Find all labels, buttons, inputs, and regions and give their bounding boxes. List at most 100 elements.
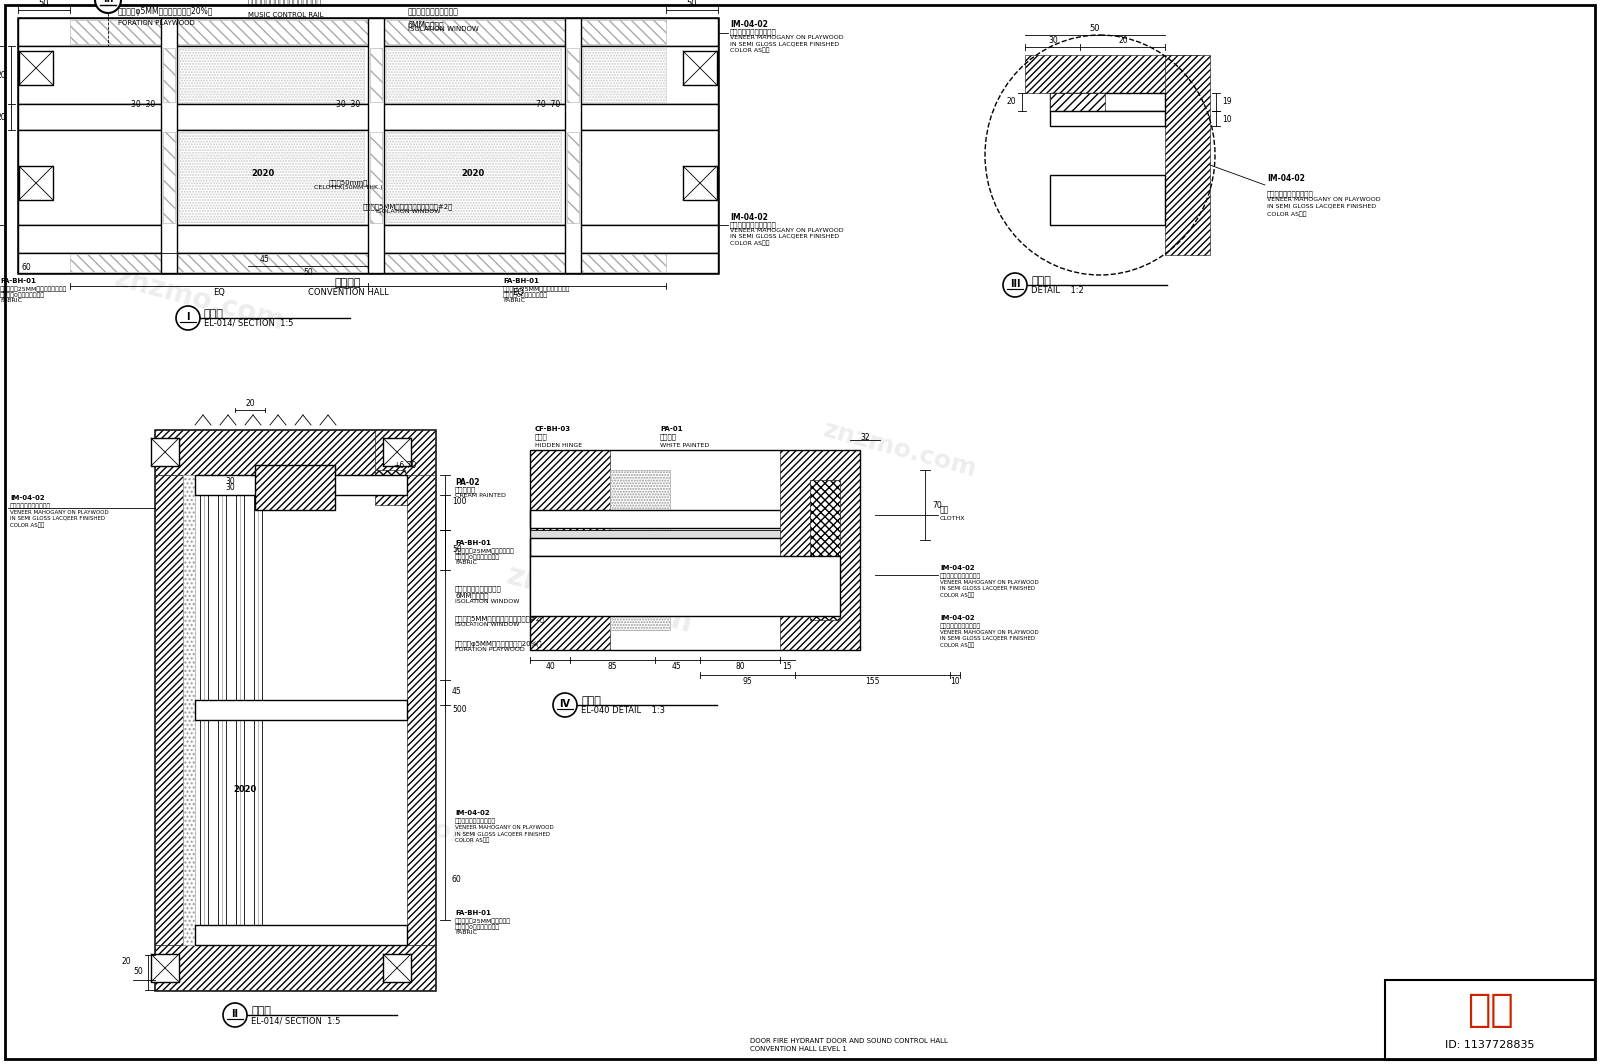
Text: IN SEMI GLOSS LACQEER FINISHED: IN SEMI GLOSS LACQEER FINISHED (10, 516, 106, 521)
Text: 房间极木制个品（图标）: 房间极木制个品（图标） (730, 221, 776, 228)
Bar (155, 430, 435, 475)
Bar (182, 475, 195, 945)
Text: VENEER MAHOGANY ON PLAYWOOD: VENEER MAHOGANY ON PLAYWOOD (1267, 197, 1381, 202)
Bar (530, 450, 861, 650)
Text: 布料（平均25MM层楼穿音，: 布料（平均25MM层楼穿音， (454, 918, 510, 924)
Bar (582, 48, 666, 102)
Bar (565, 18, 581, 273)
Text: CELOTEX(50MM THK.): CELOTEX(50MM THK.) (314, 185, 382, 190)
Text: COLOR AS图示: COLOR AS图示 (941, 592, 974, 598)
Text: HIDDEN HINGE: HIDDEN HINGE (534, 443, 582, 448)
Text: 剖面图: 剖面图 (251, 1005, 270, 1016)
Text: 6MM单重玻璃: 6MM单重玻璃 (454, 592, 488, 599)
Text: 穿孔板（φ5MM，穿孔板开孔率20%）: 穿孔板（φ5MM，穿孔板开孔率20%） (118, 7, 213, 16)
Bar (566, 48, 579, 102)
Text: FA-BH-01: FA-BH-01 (454, 910, 491, 916)
Bar (218, 480, 226, 940)
Bar (197, 480, 267, 940)
Text: IV: IV (560, 699, 571, 709)
Text: VENEER MAHOGANY ON PLAYWOOD: VENEER MAHOGANY ON PLAYWOOD (730, 228, 843, 233)
Text: IN SEMI GLOSS LACQEER FINISHED: IN SEMI GLOSS LACQEER FINISHED (730, 234, 838, 239)
Text: 50: 50 (453, 546, 462, 554)
Bar (150, 954, 179, 982)
Bar (1050, 174, 1165, 225)
Text: 20: 20 (122, 958, 131, 966)
Text: ISOLATION WINDOW: ISOLATION WINDOW (454, 599, 520, 604)
Text: 房间极木制个品（图标）: 房间极木制个品（图标） (10, 503, 51, 509)
Bar (1026, 55, 1200, 93)
Text: 大样图: 大样图 (581, 696, 602, 706)
Text: COLOR AS图示: COLOR AS图示 (1267, 211, 1307, 217)
Bar (200, 480, 208, 940)
Text: FABRIC: FABRIC (502, 298, 525, 303)
Text: DOOR FIRE HYDRANT DOOR AND SOUND CONTROL HALL: DOOR FIRE HYDRANT DOOR AND SOUND CONTROL… (750, 1038, 947, 1044)
Bar (254, 465, 334, 510)
Bar (70, 106, 666, 128)
Bar (254, 465, 334, 510)
Text: CF-BH-03: CF-BH-03 (534, 426, 571, 432)
Bar (781, 450, 861, 650)
Text: 50: 50 (686, 0, 698, 9)
Text: CONVENTION HALL: CONVENTION HALL (307, 288, 389, 297)
Bar (1165, 55, 1210, 255)
Text: 80: 80 (734, 662, 746, 671)
Text: 如图（拍0声学设计要求）: 如图（拍0声学设计要求） (502, 292, 549, 298)
Circle shape (1003, 273, 1027, 297)
Bar (1386, 980, 1595, 1060)
Text: 布料（平均25MM层楼穿音板胸脊，: 布料（平均25MM层楼穿音板胸脊， (502, 286, 570, 292)
Bar (195, 700, 406, 720)
Bar (179, 48, 365, 102)
Text: 会展大厅: 会展大厅 (334, 278, 362, 288)
Text: 知末: 知末 (1467, 991, 1514, 1029)
Text: 95: 95 (742, 677, 752, 686)
Text: 20: 20 (1006, 98, 1016, 106)
Bar (566, 132, 579, 223)
Text: 6MM单重玻璃: 6MM单重玻璃 (408, 20, 445, 29)
Text: 20: 20 (1118, 36, 1128, 45)
Bar (1050, 93, 1106, 111)
Text: VENEER MAHOGANY ON PLAYWOOD: VENEER MAHOGANY ON PLAYWOOD (454, 825, 554, 830)
Text: 剖面图: 剖面图 (205, 309, 224, 319)
Text: 隔声窗（5MM单重玻璃，板商定规格#2）: 隔声窗（5MM单重玻璃，板商定规格#2） (363, 203, 453, 210)
Bar (683, 51, 717, 85)
Text: FORATION PLAYWOOD: FORATION PLAYWOOD (118, 20, 195, 26)
Text: 30  30: 30 30 (131, 100, 155, 109)
Text: EL-014/ SECTION  1:5: EL-014/ SECTION 1:5 (251, 1016, 341, 1025)
Text: VENEER MAHOGANY ON PLAYWOOD: VENEER MAHOGANY ON PLAYWOOD (730, 35, 843, 40)
Bar (530, 530, 840, 538)
Text: VENEER MAHOGANY ON PLAYWOOD: VENEER MAHOGANY ON PLAYWOOD (941, 630, 1038, 635)
Text: 15: 15 (782, 662, 792, 671)
Bar (155, 475, 182, 945)
Bar (530, 556, 840, 616)
Text: 大样图: 大样图 (1030, 276, 1051, 286)
Text: 10: 10 (950, 677, 960, 686)
Text: 10: 10 (1222, 115, 1232, 123)
Text: FABRIC: FABRIC (454, 560, 477, 565)
Bar (810, 480, 840, 620)
Text: znzmo.com: znzmo.com (821, 418, 979, 482)
Text: ISOLATION WINDOW: ISOLATION WINDOW (454, 622, 520, 627)
Text: 155: 155 (864, 677, 880, 686)
Bar (374, 470, 405, 495)
Bar (18, 18, 718, 273)
Text: 白色涂料: 白色涂料 (661, 433, 677, 440)
Text: CLOTHX: CLOTHX (941, 515, 965, 520)
Text: FA-BH-01: FA-BH-01 (0, 278, 35, 284)
Bar (382, 438, 411, 466)
Bar (18, 130, 718, 225)
Text: 如图（拍0声学设计要求）: 如图（拍0声学设计要求） (454, 554, 501, 560)
Text: IN SEMI GLOSS LACQEER FINISHED: IN SEMI GLOSS LACQEER FINISHED (941, 586, 1035, 591)
Text: 隔声窗（全封式屏气窗）: 隔声窗（全封式屏气窗） (454, 585, 502, 592)
Text: FABRIC: FABRIC (0, 298, 22, 303)
Bar (370, 48, 382, 102)
Text: EQ: EQ (213, 288, 226, 297)
Text: ISOLATION WINDOW: ISOLATION WINDOW (376, 209, 440, 214)
Text: VENEER MAHOGANY ON PLAYWOOD: VENEER MAHOGANY ON PLAYWOOD (10, 510, 109, 515)
Bar (163, 48, 174, 102)
Bar (368, 18, 384, 273)
Circle shape (554, 693, 578, 717)
Text: EQ: EQ (512, 288, 523, 297)
Text: 房间极木制个品（图标）: 房间极木制个品（图标） (941, 573, 981, 579)
Text: IN SEMI GLOSS LACQEER FINISHED: IN SEMI GLOSS LACQEER FINISHED (454, 831, 550, 836)
Bar (70, 227, 666, 249)
